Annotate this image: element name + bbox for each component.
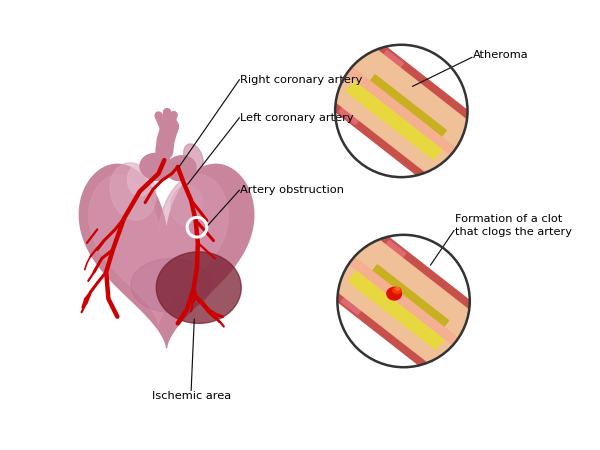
Ellipse shape [131, 259, 211, 312]
Circle shape [335, 45, 467, 177]
Text: Left coronary artery: Left coronary artery [241, 112, 354, 123]
Polygon shape [328, 232, 479, 370]
Polygon shape [346, 75, 446, 160]
Text: Ischemic area: Ischemic area [152, 391, 231, 401]
Ellipse shape [110, 163, 156, 220]
Ellipse shape [140, 153, 173, 180]
Circle shape [337, 235, 470, 367]
Polygon shape [322, 36, 481, 186]
Polygon shape [346, 255, 461, 347]
Polygon shape [79, 164, 254, 348]
Polygon shape [344, 65, 458, 157]
Ellipse shape [396, 288, 399, 290]
Ellipse shape [127, 165, 152, 196]
Ellipse shape [184, 144, 203, 172]
Ellipse shape [387, 288, 401, 300]
Polygon shape [341, 240, 406, 315]
Polygon shape [366, 75, 446, 142]
Text: Right coronary artery: Right coronary artery [241, 75, 363, 85]
Polygon shape [368, 265, 449, 332]
Ellipse shape [171, 185, 202, 225]
Polygon shape [326, 42, 476, 180]
Text: Atheroma: Atheroma [473, 50, 529, 60]
Polygon shape [156, 252, 241, 324]
Ellipse shape [166, 156, 196, 180]
Polygon shape [89, 175, 228, 325]
Polygon shape [349, 266, 449, 350]
Polygon shape [339, 50, 403, 125]
Polygon shape [323, 226, 484, 376]
Text: Formation of a clot
that clogs the artery: Formation of a clot that clogs the arter… [455, 214, 572, 238]
Ellipse shape [393, 288, 401, 293]
Text: Artery obstruction: Artery obstruction [241, 185, 344, 195]
